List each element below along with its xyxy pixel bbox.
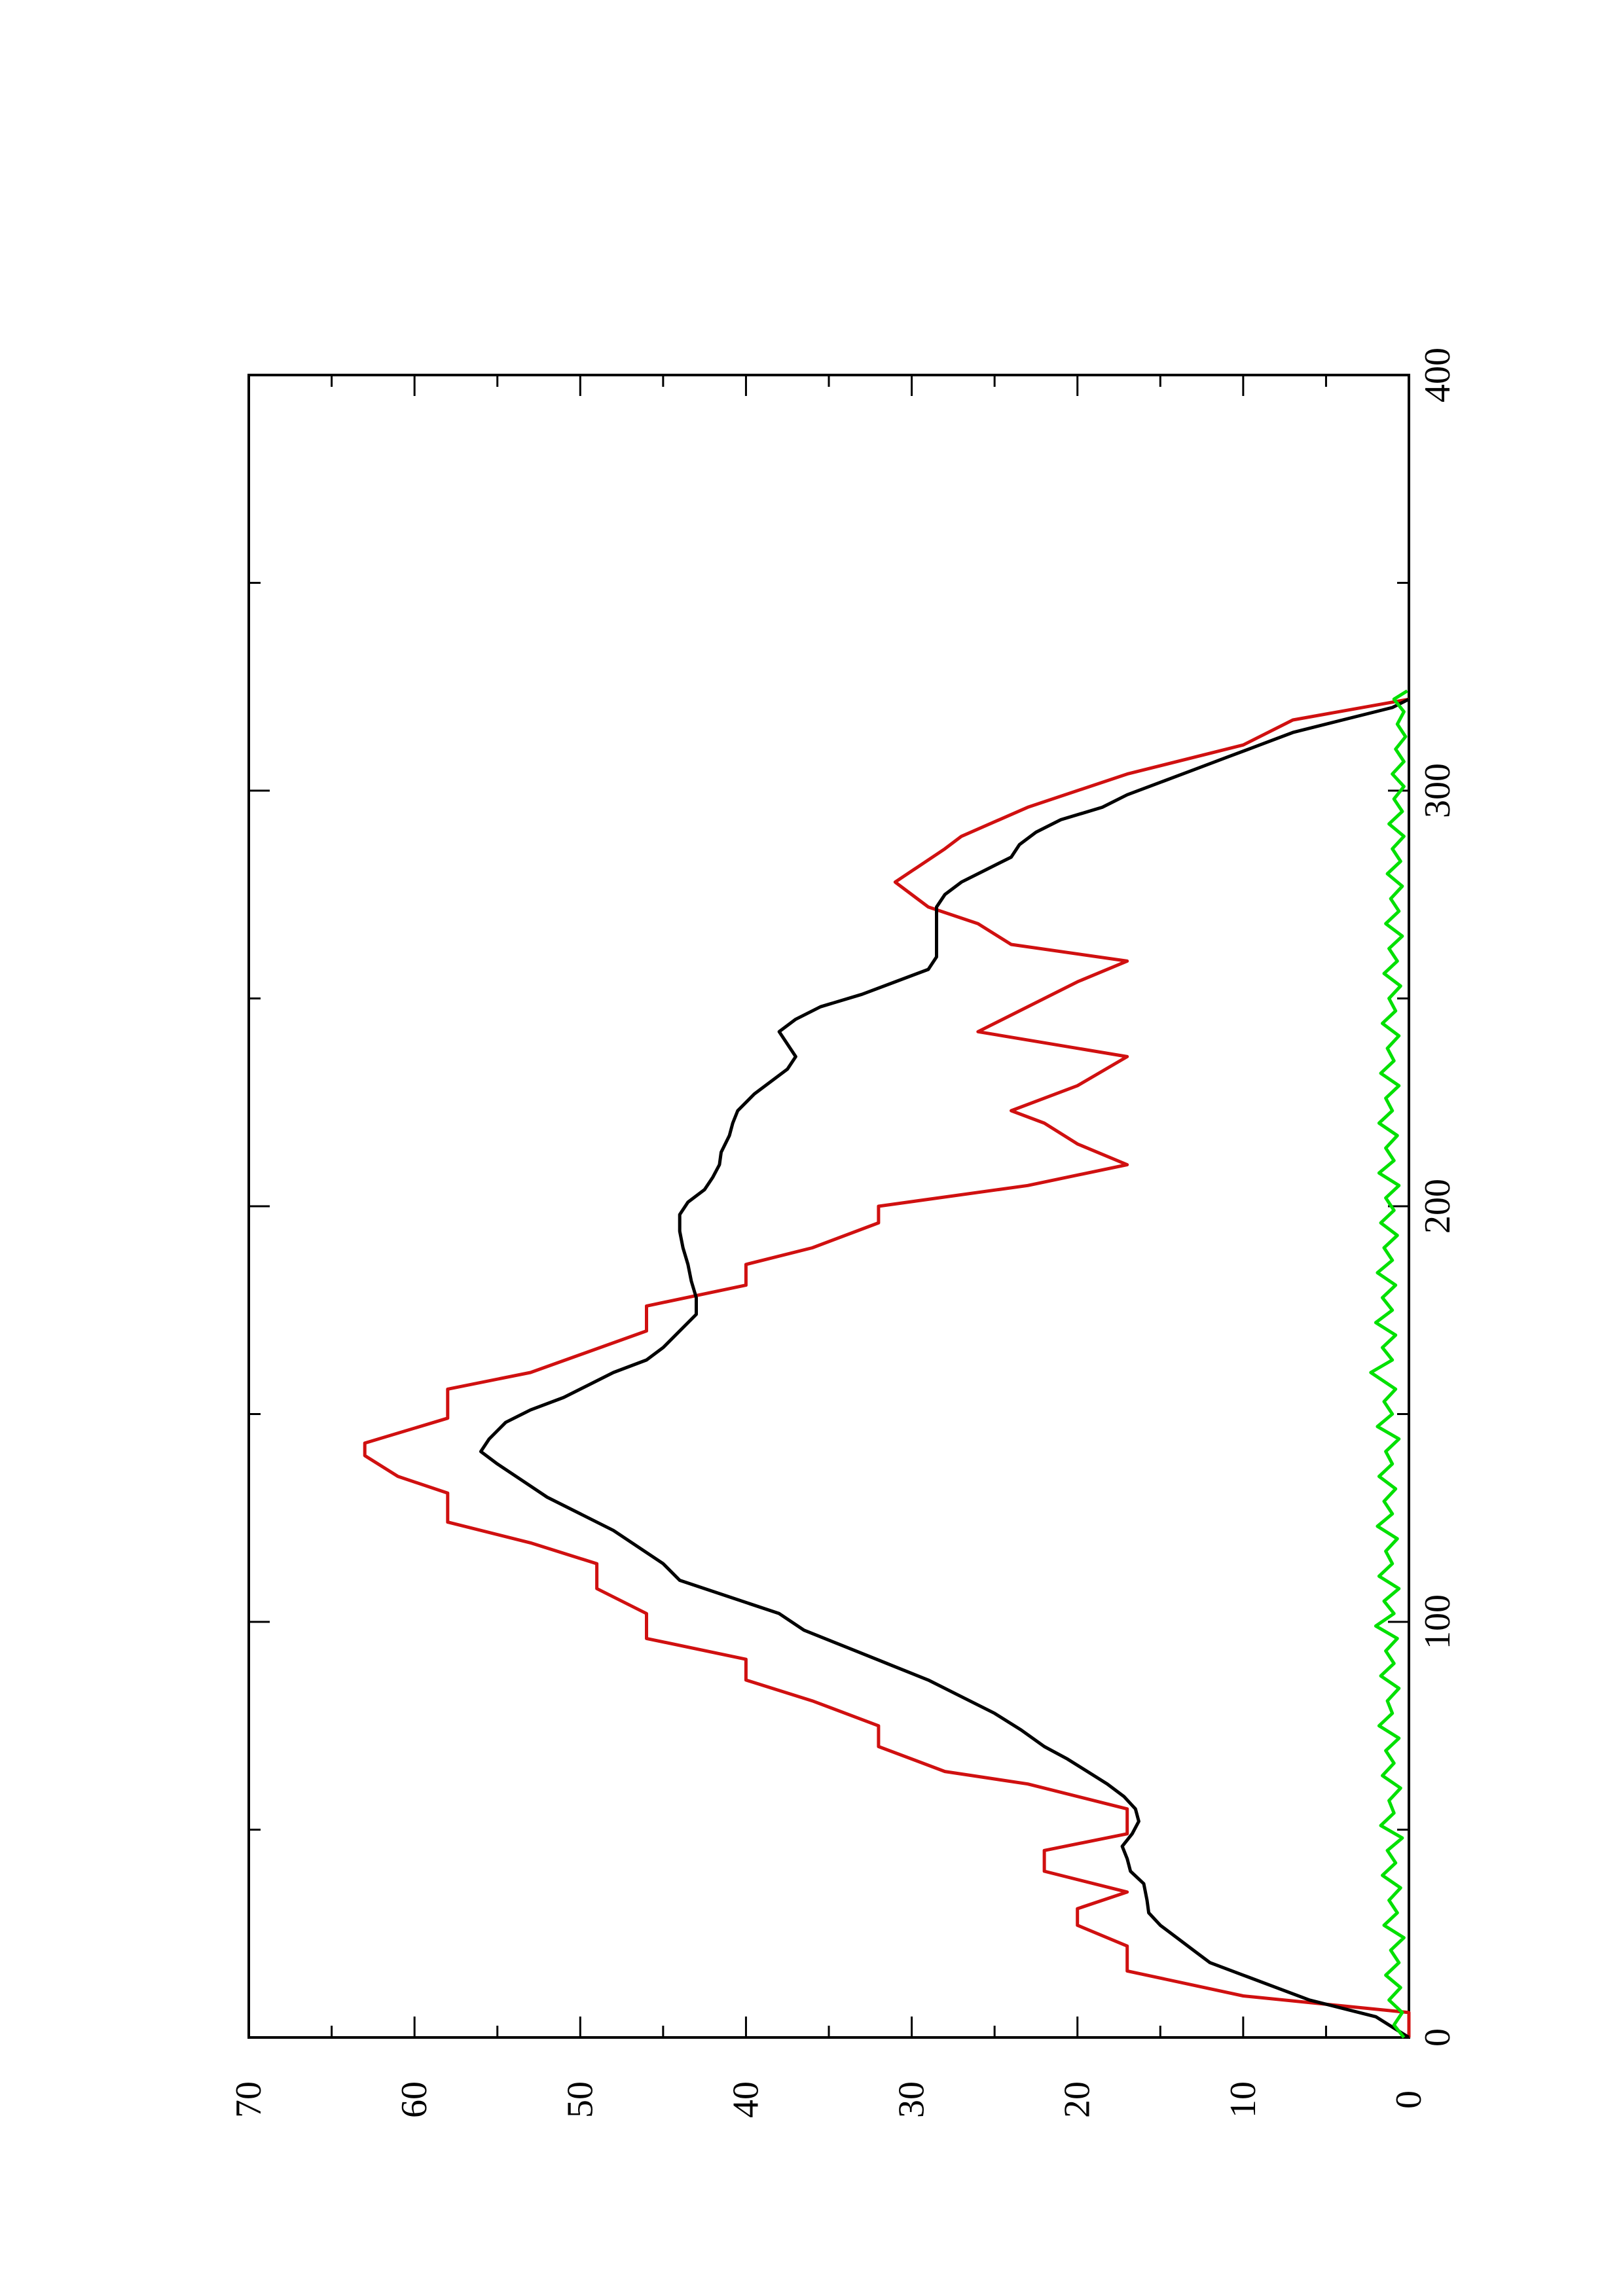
tick-marks — [247, 374, 1410, 2039]
tick-labels: 0 100 200 300 400 0 10 20 30 40 50 60 70 — [228, 348, 1458, 2118]
series-lines — [363, 689, 1411, 2039]
y-tick-label: 60 — [394, 2081, 435, 2118]
y-tick-label: 30 — [892, 2081, 932, 2118]
x-tick-label: 100 — [1417, 1594, 1458, 1649]
x-tick-label: 400 — [1417, 348, 1458, 403]
x-tick-label: 200 — [1417, 1179, 1458, 1234]
y-tick-label: 40 — [725, 2081, 766, 2118]
x-tick-label: 0 — [1417, 2028, 1458, 2047]
series-line-3 — [1369, 689, 1408, 2039]
plot-frame — [247, 374, 1410, 2039]
y-tick-label: 0 — [1389, 2090, 1429, 2109]
series-line-1 — [363, 697, 1411, 2037]
x-tick-label: 300 — [1417, 763, 1458, 818]
y-tick-label: 10 — [1223, 2081, 1264, 2118]
series-line-2 — [479, 698, 1410, 2039]
y-tick-label: 20 — [1057, 2081, 1098, 2118]
y-tick-label: 70 — [228, 2081, 269, 2118]
y-tick-label: 50 — [560, 2081, 600, 2118]
